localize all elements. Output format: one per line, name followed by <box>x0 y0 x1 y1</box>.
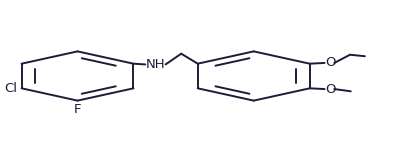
Text: Cl: Cl <box>4 82 17 95</box>
Text: O: O <box>325 83 336 96</box>
Text: O: O <box>325 56 336 69</box>
Text: NH: NH <box>146 58 166 71</box>
Text: F: F <box>74 103 81 116</box>
